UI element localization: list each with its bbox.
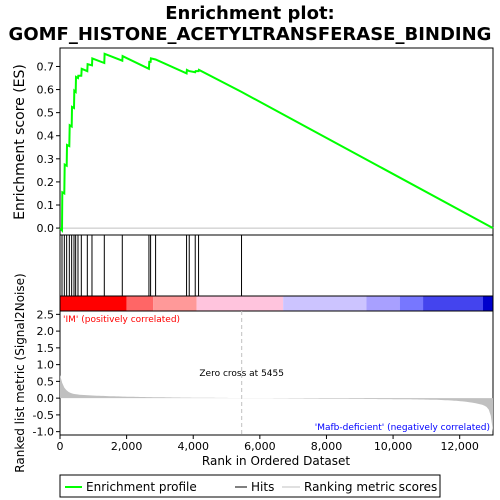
heat-segment	[153, 296, 197, 311]
x-tick-label: 12,000	[440, 440, 479, 453]
chart-title-line1: Enrichment plot:	[165, 3, 335, 24]
x-tick-label: 4,000	[177, 440, 209, 453]
chart-title-line2: GOMF_HISTONE_ACETYLTRANSFERASE_BINDING	[9, 24, 492, 45]
heat-segment	[366, 296, 400, 311]
legend-item-hits: Hits	[251, 480, 274, 494]
metric-y-tick-label: 0.0	[37, 392, 55, 405]
legend: Enrichment profile Hits Ranking metric s…	[59, 474, 441, 498]
x-tick-label: 2,000	[111, 440, 143, 453]
zero-cross-label: Zero cross at 5455	[199, 369, 284, 379]
es-panel-frame	[59, 47, 494, 236]
legend-item-enrichment: Enrichment profile	[86, 480, 197, 494]
heat-segment	[423, 296, 484, 311]
heat-segment	[126, 296, 154, 311]
x-axis: 0 2,000 4,000 6,000 8,000 10,000 12,000	[57, 435, 479, 453]
metric-y-axis-label: Ranked list metric (Signal2Noise)	[13, 273, 27, 472]
metric-y-tick-label: 2.0	[37, 325, 55, 338]
metric-panel: -1.0 -0.5 0.0 0.5 1.0 1.5 2.0 2.5 'IM' (positiv…	[13, 273, 494, 473]
es-y-axis-label: Enrichment score (ES)	[12, 64, 28, 220]
metric-y-axis: -1.0 -0.5 0.0 0.5 1.0 1.5 2.0 2.5	[33, 308, 60, 439]
x-tick-label: 8,000	[311, 440, 343, 453]
heat-segment	[399, 296, 424, 311]
es-y-tick-label: 0.1	[37, 199, 55, 212]
es-y-tick-label: 0.4	[37, 130, 55, 143]
enrichment-profile-line	[59, 52, 494, 234]
x-tick-label: 6,000	[244, 440, 276, 453]
metric-panel-frame	[59, 310, 494, 436]
es-y-tick-label: 0.5	[37, 107, 55, 120]
heat-segment	[483, 296, 493, 311]
heat-segment	[283, 296, 367, 311]
es-y-tick-label: 0.6	[37, 84, 55, 97]
es-panel: 0.0 0.1 0.2 0.3 0.4 0.5 0.6 0.7 Enrichment scor…	[12, 47, 494, 236]
metric-y-tick-label: -0.5	[33, 409, 54, 422]
metric-y-tick-label: 0.5	[37, 375, 55, 388]
heat-segment	[196, 296, 284, 311]
x-tick-label: 10,000	[374, 440, 413, 453]
hits-panel-frame	[59, 234, 494, 297]
es-y-tick-label: 0.7	[37, 60, 55, 73]
x-axis-label: Rank in Ordered Dataset	[202, 454, 350, 468]
metric-y-tick-label: 2.5	[37, 308, 55, 321]
negative-correlation-label: 'Mafb-deficient' (negatively correlated)	[315, 423, 490, 433]
es-y-axis: 0.0 0.1 0.2 0.3 0.4 0.5 0.6 0.7	[37, 60, 60, 235]
positive-correlation-label: 'IM' (positively correlated)	[63, 315, 180, 325]
metric-y-tick-label: 1.5	[37, 342, 55, 355]
metric-y-tick-label: 1.0	[37, 359, 55, 372]
metric-y-tick-label: -1.0	[33, 426, 54, 439]
es-y-tick-label: 0.3	[37, 153, 55, 166]
es-y-tick-label: 0.2	[37, 176, 55, 189]
hits-panel	[59, 234, 494, 297]
heat-segments	[60, 296, 493, 311]
legend-item-metric: Ranking metric scores	[304, 480, 437, 494]
hits-marks	[61, 235, 243, 296]
heat-segment	[60, 296, 127, 311]
x-tick-label: 0	[57, 440, 64, 453]
legend-frame	[59, 474, 441, 498]
heat-strip	[59, 295, 494, 312]
es-y-tick-label: 0.0	[37, 222, 55, 235]
